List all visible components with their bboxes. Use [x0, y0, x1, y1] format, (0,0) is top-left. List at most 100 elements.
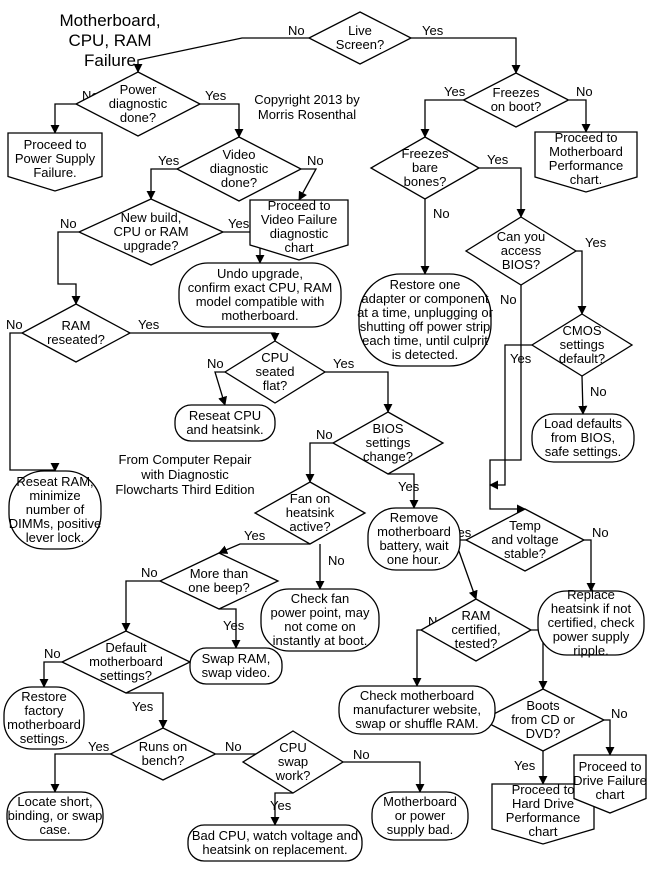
edge-label: Yes: [270, 798, 292, 813]
node-text: Temp: [509, 518, 541, 533]
edge: [425, 100, 464, 137]
edge: [55, 754, 111, 792]
edge-label: Yes: [333, 356, 355, 371]
edge-label: Yes: [244, 528, 266, 543]
node-text: active?: [289, 519, 330, 534]
node-text: battery, wait: [379, 538, 449, 553]
edge: [417, 630, 421, 686]
node-text: Proceed to: [24, 137, 87, 152]
node-text: Performance: [549, 158, 623, 173]
edge: [299, 169, 316, 200]
edge-label: No: [307, 153, 324, 168]
edge-label: No: [592, 525, 609, 540]
node-text: chart: [596, 787, 625, 802]
node-text: BIOS: [372, 421, 403, 436]
node-text: Screen?: [336, 37, 384, 52]
node-text: minimize: [29, 488, 80, 503]
node-text: chart: [529, 824, 558, 839]
edge: [215, 372, 225, 405]
node-text: settings: [366, 435, 411, 450]
node-text: Motherboard: [549, 144, 623, 159]
edge: [138, 38, 309, 72]
edge: [479, 168, 521, 217]
node-text: default?: [559, 351, 605, 366]
edge-label: Yes: [158, 153, 180, 168]
node-text: swap video.: [202, 665, 271, 680]
source-note: with Diagnostic: [140, 467, 229, 482]
node-text: power supply: [553, 629, 630, 644]
node-text: upgrade?: [124, 238, 179, 253]
node-text: Check fan: [291, 591, 350, 606]
node-text: instantly at boot.: [273, 633, 368, 648]
node-text: heatsink: [286, 505, 335, 520]
edge: [490, 345, 532, 485]
node-text: Live: [348, 23, 372, 38]
edge-label: No: [288, 23, 305, 38]
page-title: Failure: [84, 51, 136, 70]
node-text: Undo upgrade,: [217, 266, 303, 281]
edge: [58, 232, 79, 304]
node-text: Hard Drive: [512, 796, 574, 811]
edge-label: Yes: [487, 152, 509, 167]
edge-label: Yes: [205, 88, 227, 103]
edge-label: Yes: [223, 618, 245, 633]
node-text: settings: [560, 337, 605, 352]
edge: [582, 376, 583, 414]
node-text: Restore one: [390, 277, 461, 292]
source-note: From Computer Repair: [119, 452, 253, 467]
node-text: CMOS: [563, 323, 602, 338]
edge-label: No: [207, 356, 224, 371]
edge: [343, 762, 420, 792]
source-note: Flowcharts Third Edition: [115, 482, 254, 497]
node-text: bones?: [404, 174, 447, 189]
node-text: Swap RAM,: [202, 651, 271, 666]
node-text: Freezes: [402, 146, 449, 161]
node-text: number of: [26, 502, 85, 517]
node-text: Replace: [567, 587, 615, 602]
node-text: bench?: [142, 753, 185, 768]
node-text: DVD?: [526, 726, 561, 741]
node-text: or power: [395, 808, 446, 823]
node-text: New build,: [121, 210, 182, 225]
edge: [126, 581, 160, 631]
page-title: CPU, RAM: [68, 31, 151, 50]
node-text: Proceed to: [555, 130, 618, 145]
node-text: seated: [255, 364, 294, 379]
edge: [604, 720, 610, 755]
edge: [44, 662, 62, 687]
node-text: is detected.: [392, 347, 459, 362]
node-text: Can you: [497, 229, 545, 244]
node-text: Locate short,: [17, 794, 92, 809]
node-text: CPU or RAM: [113, 224, 188, 239]
node-text: Proceed to: [268, 198, 331, 213]
node-text: one hour.: [387, 552, 441, 567]
node-text: Video Failure: [261, 212, 337, 227]
node-text: power point, may: [271, 605, 370, 620]
node-text: lever lock.: [26, 530, 85, 545]
node-text: safe settings.: [545, 444, 622, 459]
node-text: from CD or: [511, 712, 575, 727]
edge-label: No: [590, 384, 607, 399]
node-text: motherboard: [7, 717, 81, 732]
edge: [569, 100, 586, 132]
node-text: certified, check: [548, 615, 635, 630]
edge: [584, 540, 591, 591]
node-text: Proceed to: [579, 759, 642, 774]
node-text: on boot?: [491, 99, 542, 114]
node-text: done?: [120, 110, 156, 125]
node-text: diagnostic: [210, 161, 269, 176]
node-text: adapter or component: [361, 291, 489, 306]
node-text: Video: [222, 147, 255, 162]
node-text: chart.: [570, 172, 603, 187]
node-text: Bad CPU, watch voltage and: [192, 828, 358, 843]
edge-label: Yes: [398, 479, 420, 494]
edge-label: No: [44, 646, 61, 661]
node-text: at a time, unplugging or: [357, 305, 494, 320]
node-text: RAM: [462, 608, 491, 623]
edge: [151, 169, 177, 199]
node-text: tested?: [455, 636, 498, 651]
edge-label: No: [500, 292, 517, 307]
edge: [490, 285, 525, 509]
node-text: Freezes: [493, 85, 540, 100]
node-text: Restore: [21, 689, 67, 704]
